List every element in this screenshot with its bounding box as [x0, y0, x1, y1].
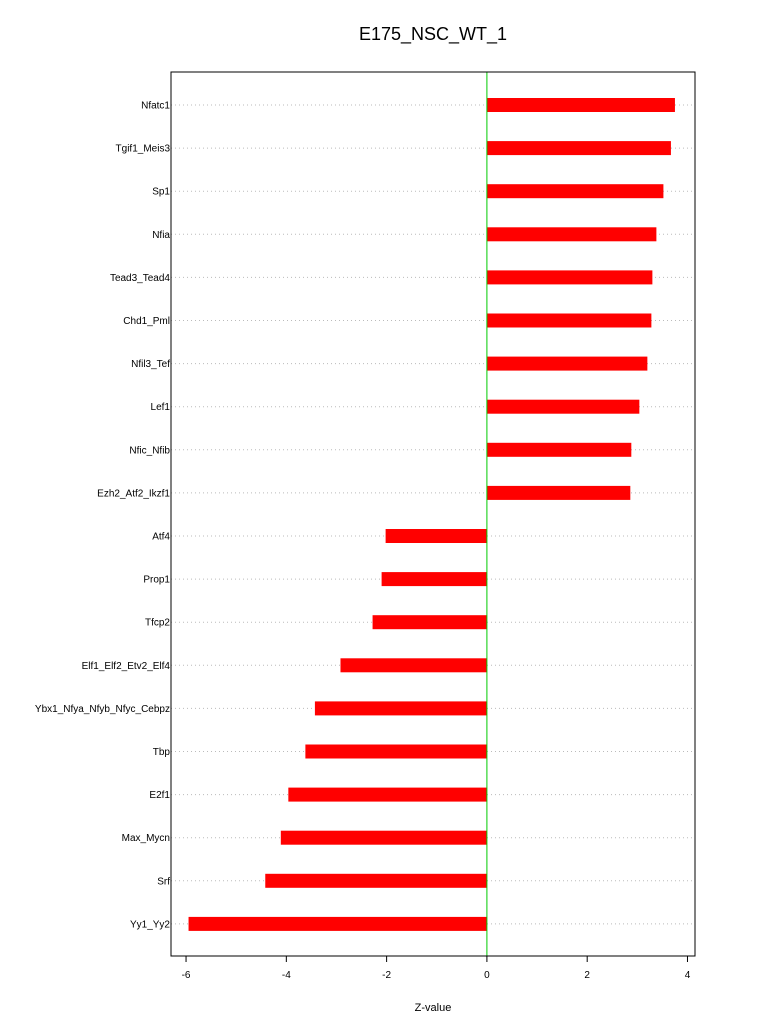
bar — [486, 356, 648, 371]
category-label: Max_Mycn — [122, 833, 170, 844]
chart-title: E175_NSC_WT_1 — [359, 24, 507, 45]
bar — [288, 787, 487, 802]
category-label: Atf4 — [152, 532, 170, 543]
category-label: Ybx1_Nfya_Nfyb_Nfyc_Cebpz — [35, 704, 170, 715]
category-label: Ezh2_Atf2_Ikzf1 — [97, 488, 170, 499]
bar — [486, 227, 657, 242]
bar — [280, 830, 487, 845]
x-tick-label: -2 — [382, 970, 391, 981]
x-tick-label: 0 — [484, 970, 490, 981]
bar — [372, 615, 487, 630]
category-label: E2f1 — [149, 790, 170, 801]
x-tick-label: -6 — [182, 970, 191, 981]
bar — [486, 98, 675, 112]
category-label: Srf — [157, 876, 170, 887]
x-tick-label: 2 — [584, 970, 590, 981]
bar — [314, 701, 487, 716]
category-label: Tgif1_Meis3 — [116, 144, 171, 155]
bar — [305, 744, 487, 759]
category-label: Elf1_Elf2_Etv2_Elf4 — [82, 661, 171, 672]
category-label: Tfcp2 — [145, 618, 170, 629]
category-label: Nfil3_Tef — [131, 359, 170, 370]
bar — [486, 184, 664, 199]
category-label: Sp1 — [152, 187, 170, 198]
bars — [188, 98, 675, 931]
category-labels: Nfatc1 Tgif1_Meis3 Sp1 Nfia Tead3_Tead4 Chd1_… — [35, 101, 171, 931]
bar — [486, 399, 640, 414]
category-label: Nfic_Nfib — [129, 445, 170, 456]
bar — [486, 485, 631, 500]
category-label: Tead3_Tead4 — [110, 273, 170, 284]
bar — [486, 141, 671, 156]
category-label: Nfia — [152, 230, 170, 241]
category-label: Tbp — [153, 747, 171, 758]
category-label: Nfatc1 — [141, 101, 170, 112]
plot-frame — [170, 71, 696, 957]
bar — [265, 873, 487, 888]
bar — [188, 916, 487, 931]
bar — [486, 270, 653, 285]
x-tick-label: -4 — [282, 970, 291, 981]
category-label: Lef1 — [151, 402, 171, 413]
bar — [486, 442, 632, 457]
x-axis-label: Z-value — [415, 1002, 452, 1014]
bar — [385, 529, 487, 543]
bar — [381, 572, 487, 587]
category-label: Yy1_Yy2 — [130, 919, 170, 930]
x-tick-label: 4 — [685, 970, 691, 981]
bar — [340, 658, 487, 673]
x-axis: -6 -4 -2 0 2 4 — [182, 955, 691, 981]
category-label: Prop1 — [143, 575, 170, 586]
category-label: Chd1_Pml — [123, 316, 170, 327]
bar — [486, 313, 652, 328]
